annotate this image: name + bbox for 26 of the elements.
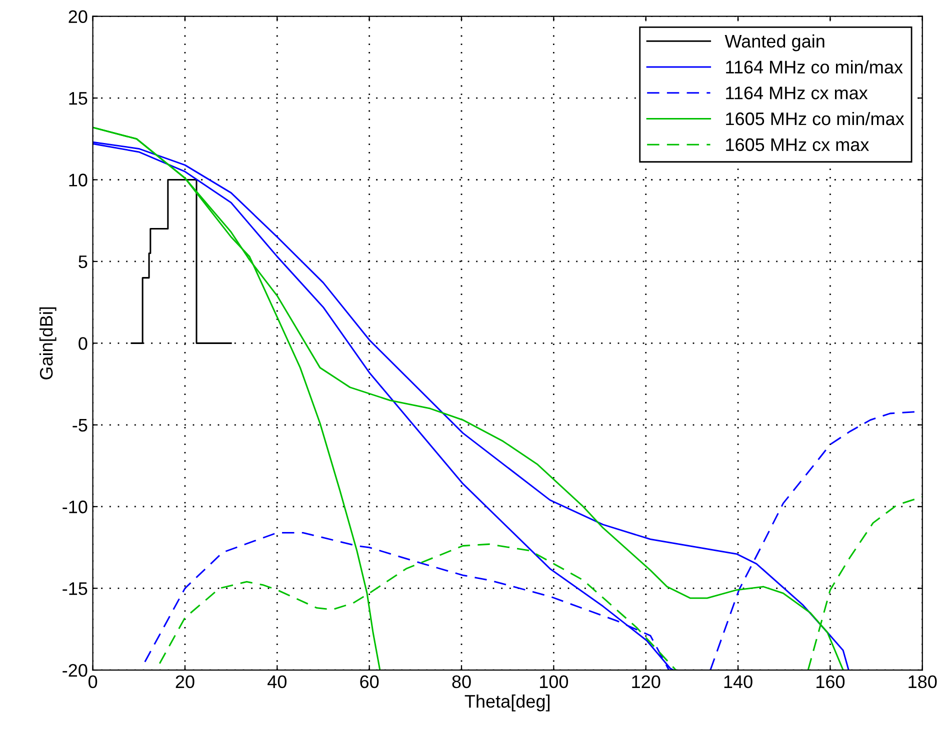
x-tick-label: 180 (908, 675, 937, 688)
legend-label: 1605 MHz co min/max (726, 112, 904, 126)
x-tick-label: 20 (176, 675, 194, 688)
y-tick-label: 20 (68, 10, 88, 24)
legend-label: 1164 MHz cx max (726, 86, 868, 100)
x-tick-label: 160 (816, 675, 845, 688)
legend-label: 1605 MHz cx max (726, 138, 870, 152)
x-tick-label: 60 (360, 675, 379, 688)
y-tick-label: 0 (78, 337, 88, 350)
y-tick-label: -20 (62, 664, 88, 677)
x-axis-title: Theta[deg] (464, 694, 550, 712)
y-tick-label: -5 (72, 419, 88, 432)
legend-label: Wanted gain (724, 34, 824, 52)
y-axis-title: Gain[dBi] (39, 307, 56, 380)
y-tick-label: 15 (69, 92, 88, 105)
x-tick-label: 100 (540, 675, 568, 688)
x-tick-label: 140 (724, 675, 752, 688)
y-tick-label: -10 (62, 500, 88, 514)
legend-label: 1164 MHz co min/max (726, 60, 903, 74)
x-tick-label: 120 (632, 675, 660, 688)
x-tick-label: 80 (452, 675, 471, 688)
x-tick-label: 40 (268, 675, 286, 688)
y-tick-label: 10 (69, 174, 88, 186)
y-tick-label: -15 (62, 582, 88, 596)
x-tick-label: 0 (88, 675, 98, 688)
y-tick-label: 5 (78, 256, 88, 268)
